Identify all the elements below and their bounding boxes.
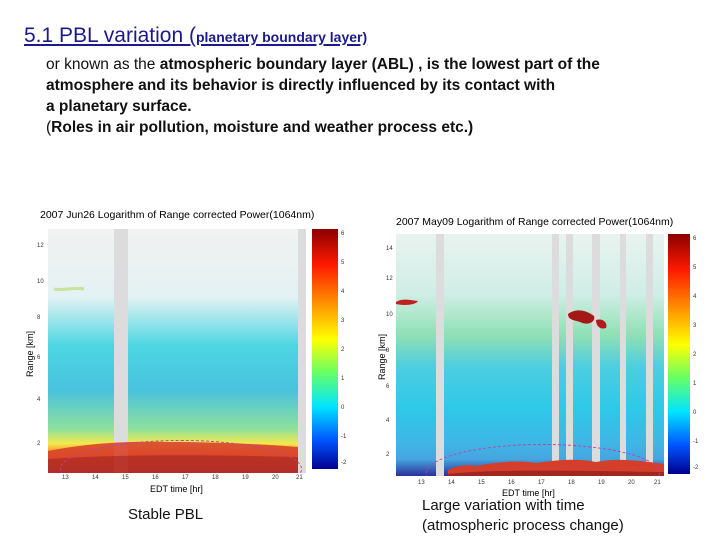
- right-ytick: 8: [386, 348, 390, 354]
- right-caption-line-1: Large variation with time: [422, 497, 585, 514]
- description-line-3: a planetary surface.: [46, 96, 706, 117]
- right-colorbar: [668, 234, 690, 474]
- left-cbar-tick: 6: [341, 231, 345, 237]
- left-ytick: 8: [37, 315, 41, 321]
- description-line-2: atmosphere and its behavior is directly …: [46, 75, 706, 96]
- description-line-4-bold: Roles in air pollution, moisture and wea…: [51, 119, 474, 136]
- left-ytick: 12: [37, 243, 44, 249]
- right-cbar-tick: 5: [693, 265, 697, 271]
- left-cbar-tick: 3: [341, 318, 345, 324]
- left-xtick: 18: [212, 475, 219, 481]
- left-xtick: 13: [62, 475, 69, 481]
- right-caption: Large variation with time (atmospheric p…: [422, 496, 624, 536]
- left-plot-xlabel: EDT time [hr]: [150, 484, 203, 494]
- left-xtick: 19: [242, 475, 249, 481]
- right-xtick: 21: [654, 480, 661, 486]
- right-cbar-tick: 0: [693, 410, 697, 416]
- right-ytick: 10: [386, 312, 393, 318]
- left-cbar-tick: 0: [341, 405, 345, 411]
- right-plot-title: 2007 May09 Logarithm of Range corrected …: [396, 216, 674, 228]
- description-line-1-pre: or known as the: [46, 56, 160, 73]
- description-line-1: or known as the atmospheric boundary lay…: [46, 54, 706, 75]
- description-line-3-bold: a planetary surface.: [46, 98, 192, 115]
- description-line-2-bold: atmosphere and its behavior is directly …: [46, 77, 556, 94]
- description-line-1-bold: atmospheric boundary layer (ABL) , is th…: [159, 56, 600, 73]
- left-ytick: 10: [37, 279, 44, 285]
- right-xtick: 14: [448, 480, 455, 486]
- left-ytick: 2: [37, 441, 41, 447]
- right-caption-line-2: (atmospheric process change): [422, 517, 624, 534]
- right-plot-xlabel: EDT time [hr]: [502, 488, 555, 498]
- right-ytick: 12: [386, 276, 393, 282]
- left-cbar-tick: 5: [341, 260, 345, 266]
- left-plot-image: [48, 229, 306, 473]
- right-xtick: 17: [538, 480, 545, 486]
- right-plot-ylabel: Range [km]: [377, 333, 387, 380]
- right-ytick: 2: [386, 452, 390, 458]
- right-xtick: 15: [478, 480, 485, 486]
- left-colorbar: [312, 229, 338, 469]
- right-ytick: 4: [386, 418, 390, 424]
- right-ytick: 6: [386, 384, 390, 390]
- description-line-4: (Roles in air pollution, moisture and we…: [46, 117, 706, 138]
- left-caption: Stable PBL: [128, 506, 204, 523]
- right-cbar-tick: 3: [693, 323, 697, 329]
- right-xtick: 13: [418, 480, 425, 486]
- right-xtick: 20: [628, 480, 635, 486]
- right-xtick: 19: [598, 480, 605, 486]
- left-cbar-tick: -2: [341, 460, 347, 466]
- left-ytick: 6: [37, 355, 41, 361]
- right-ytick: 14: [386, 246, 393, 252]
- left-cbar-tick: 4: [341, 289, 345, 295]
- left-xtick: 21: [296, 475, 303, 481]
- right-lidar-plot: 2007 May09 Logarithm of Range corrected …: [372, 212, 712, 502]
- left-cbar-tick: 2: [341, 347, 345, 353]
- left-plot-title: 2007 Jun26 Logarithm of Range corrected …: [40, 209, 315, 221]
- left-plot-ylabel: Range [km]: [25, 330, 35, 377]
- description-text: or known as the atmospheric boundary lay…: [46, 54, 706, 138]
- title-sub: planetary boundary layer): [195, 29, 368, 45]
- left-xtick: 20: [272, 475, 279, 481]
- right-cbar-tick: 6: [693, 236, 697, 242]
- right-cbar-tick: 1: [693, 381, 697, 387]
- right-xtick: 18: [568, 480, 575, 486]
- left-xtick: 15: [122, 475, 129, 481]
- right-cbar-tick: 2: [693, 352, 697, 358]
- left-cbar-tick: 1: [341, 376, 345, 382]
- right-cbar-tick: -2: [693, 465, 699, 471]
- left-xtick: 17: [182, 475, 189, 481]
- left-xtick: 16: [152, 475, 159, 481]
- left-xtick: 14: [92, 475, 99, 481]
- slide-title: 5.1 PBL variation (planetary boundary la…: [24, 24, 367, 48]
- right-xtick: 16: [508, 480, 515, 486]
- left-cbar-tick: -1: [341, 434, 347, 440]
- left-lidar-plot: 2007 Jun26 Logarithm of Range corrected …: [20, 205, 360, 495]
- title-main: 5.1 PBL variation (: [24, 24, 196, 47]
- description-line-4-pre: (: [46, 119, 52, 136]
- left-ytick: 4: [37, 397, 41, 403]
- right-cbar-tick: -1: [693, 439, 699, 445]
- right-cbar-tick: 4: [693, 294, 697, 300]
- right-plot-image: [396, 234, 664, 476]
